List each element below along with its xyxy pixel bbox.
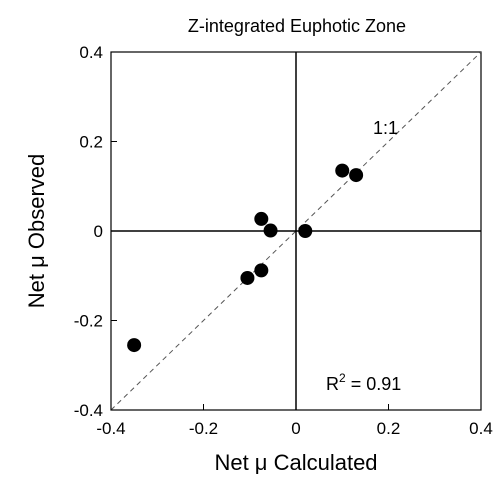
- y-tick-label: -0.2: [74, 312, 103, 331]
- r-squared-value: = 0.91: [346, 374, 402, 394]
- x-axis-ticks: -0.4 -0.2 0 0.2 0.4: [96, 404, 493, 438]
- x-tick-label: 0.4: [469, 419, 493, 438]
- reference-line-1to1: [110, 51, 482, 411]
- r-squared-annotation: R2 = 0.91: [326, 371, 401, 394]
- y-tick-label: -0.4: [74, 401, 103, 420]
- data-point: [349, 168, 364, 183]
- x-tick-label: 0.2: [377, 419, 401, 438]
- y-axis-ticks: -0.4 -0.2 0 0.2 0.4: [74, 43, 117, 420]
- r-squared-base: R: [326, 374, 339, 394]
- data-point: [263, 223, 278, 238]
- data-point: [254, 263, 269, 278]
- x-tick-label: -0.2: [189, 419, 218, 438]
- y-tick-label: 0.2: [79, 133, 103, 152]
- data-point: [335, 163, 350, 178]
- x-axis-label: Net μ Calculated: [214, 450, 377, 475]
- r-squared-superscript: 2: [339, 371, 346, 385]
- y-tick-label: 0: [94, 222, 103, 241]
- data-point: [254, 211, 269, 226]
- y-axis-label: Net μ Observed: [24, 154, 49, 309]
- data-point: [240, 270, 255, 285]
- y-tick-label: 0.4: [79, 43, 103, 62]
- x-tick-label: 0: [291, 419, 300, 438]
- data-point: [298, 224, 313, 238]
- data-point: [127, 338, 142, 353]
- reference-line-label: 1:1: [373, 118, 398, 138]
- data-points: [127, 163, 364, 353]
- chart-title: Z-integrated Euphotic Zone: [188, 16, 406, 36]
- x-tick-label: -0.4: [96, 419, 125, 438]
